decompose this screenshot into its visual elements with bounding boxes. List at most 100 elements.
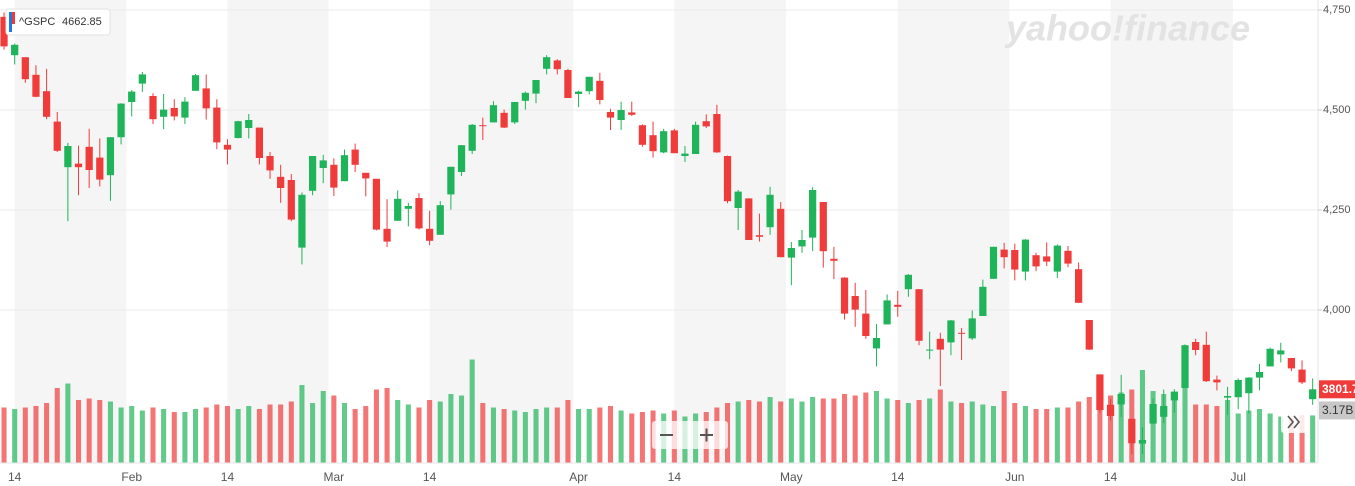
volume-bar (767, 397, 773, 463)
scroll-latest-icon (1293, 415, 1301, 429)
candle-body (872, 338, 881, 349)
candle-body (1298, 369, 1306, 383)
y-tick-label: 4,500 (1323, 104, 1351, 116)
volume-bar (937, 389, 943, 463)
candle-body (670, 130, 678, 154)
candle-body (394, 198, 402, 221)
candle-body (1160, 406, 1168, 417)
volume-bar (820, 398, 826, 463)
volume-bar (86, 398, 92, 463)
volume-bar (150, 407, 156, 463)
volume-bar (810, 397, 816, 463)
volume-bar (459, 395, 465, 463)
volume-bar (299, 385, 305, 463)
volume-bar (278, 404, 284, 463)
volume-bar (1076, 401, 1082, 463)
candle-body (745, 198, 753, 240)
candle-body (862, 313, 870, 336)
candle-body (32, 74, 40, 97)
candle-body (85, 146, 93, 170)
shaded-band (1110, 0, 1233, 463)
candle-body (766, 194, 774, 228)
volume-bar (948, 401, 954, 463)
candle-body (564, 70, 572, 98)
volume-bar (235, 409, 241, 463)
candle-body (755, 235, 764, 237)
volume-bar (395, 400, 401, 463)
candle-body (21, 57, 29, 80)
volume-bar (618, 410, 624, 463)
volume-bar (65, 383, 71, 463)
candle-body (415, 198, 423, 229)
volume-bar (1044, 409, 1050, 463)
candle-body (628, 112, 636, 115)
volume-bar (182, 412, 188, 463)
axis-labels: 14 Feb 14 Mar 14 Apr 14 May 14 Jun 14 Jul 4,750 4,500… (8, 4, 1351, 484)
symbol-tag-box (5, 8, 111, 36)
candle-body (1064, 250, 1072, 264)
shaded-band (897, 0, 1010, 463)
volume-bar (224, 406, 231, 463)
candle-body (308, 156, 317, 191)
candle-body (1000, 249, 1008, 258)
volume-bar (1278, 416, 1284, 463)
x-tick-label: 14 (668, 470, 682, 484)
candle-body (979, 286, 987, 316)
volume-bar (1001, 391, 1007, 463)
x-tick-label: Apr (569, 470, 588, 484)
x-tick-label: Jun (1005, 470, 1024, 484)
candle-body (500, 112, 508, 128)
candle-body (883, 300, 891, 325)
volume-bar (905, 403, 911, 463)
scroll-latest-icon (1287, 415, 1295, 429)
candle-body (1170, 391, 1178, 401)
volume-bar (831, 398, 837, 463)
volume-bar (639, 412, 645, 463)
candle-body (1309, 389, 1317, 400)
candle-body (277, 176, 285, 188)
volume-bar (1097, 389, 1103, 463)
volume-bar (288, 401, 294, 463)
volume-bar (554, 407, 560, 463)
candle-body (266, 156, 274, 171)
zoom-control (652, 421, 728, 449)
volume-bar (863, 392, 869, 463)
candle-body (1277, 350, 1285, 355)
volume-bar (44, 403, 50, 463)
candle-body (915, 289, 923, 341)
volume-bar (12, 409, 18, 463)
candle-body (213, 107, 221, 143)
volume-bar (512, 410, 518, 463)
volume-bar (214, 404, 220, 463)
zoom-out-button[interactable] (654, 423, 684, 447)
volume-bar (341, 403, 348, 463)
y-tick-label: 4,000 (1323, 304, 1351, 316)
zoom-in-button[interactable] (694, 423, 724, 447)
scroll-latest-button[interactable] (1281, 411, 1307, 433)
volume-bar (1054, 407, 1060, 463)
candle-body (723, 156, 732, 202)
candle-body (404, 206, 412, 209)
candle-body (287, 180, 295, 220)
volume-bar (969, 401, 975, 463)
candle-body (1202, 344, 1210, 382)
volume-bar (320, 391, 326, 463)
volume-bar (97, 400, 103, 463)
candle-body (489, 105, 498, 123)
candle-body (149, 96, 157, 120)
volume-bar (1246, 410, 1252, 463)
candle-body (606, 112, 615, 118)
candle-body (191, 75, 200, 91)
x-tick-label: May (780, 470, 803, 484)
candle-body (1223, 396, 1232, 398)
candle-body (787, 248, 795, 258)
volume-bar (203, 407, 209, 463)
x-tick-label: 14 (1104, 470, 1118, 484)
volume-bar (1256, 409, 1263, 463)
watermark: yahoo!finance (1004, 8, 1250, 49)
candle-body (851, 296, 859, 310)
volume-bar (501, 409, 507, 463)
symbol-value: 4662.85 (62, 16, 102, 28)
volume-bar (1012, 403, 1018, 463)
last-volume-badge (1319, 401, 1355, 420)
